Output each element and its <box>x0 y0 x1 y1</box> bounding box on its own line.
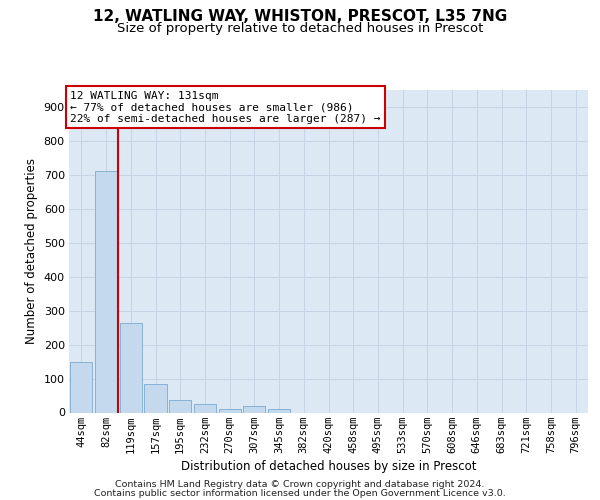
Bar <box>218 409 241 412</box>
Bar <box>119 323 142 412</box>
Bar <box>95 171 117 412</box>
Bar <box>243 406 265 412</box>
Bar <box>194 404 216 412</box>
Text: Size of property relative to detached houses in Prescot: Size of property relative to detached ho… <box>117 22 483 35</box>
Text: 12, WATLING WAY, WHISTON, PRESCOT, L35 7NG: 12, WATLING WAY, WHISTON, PRESCOT, L35 7… <box>93 9 507 24</box>
Bar <box>268 409 290 412</box>
Y-axis label: Number of detached properties: Number of detached properties <box>25 158 38 344</box>
Bar <box>145 384 167 412</box>
Bar <box>169 400 191 412</box>
Bar <box>70 362 92 412</box>
X-axis label: Distribution of detached houses by size in Prescot: Distribution of detached houses by size … <box>181 460 476 472</box>
Text: Contains public sector information licensed under the Open Government Licence v3: Contains public sector information licen… <box>94 488 506 498</box>
Text: 12 WATLING WAY: 131sqm
← 77% of detached houses are smaller (986)
22% of semi-de: 12 WATLING WAY: 131sqm ← 77% of detached… <box>70 90 381 124</box>
Text: Contains HM Land Registry data © Crown copyright and database right 2024.: Contains HM Land Registry data © Crown c… <box>115 480 485 489</box>
